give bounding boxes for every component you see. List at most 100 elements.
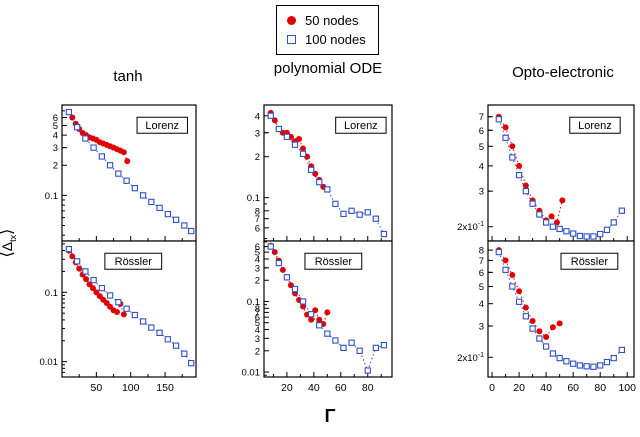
svg-text:2x10-1: 2x10-1 [457, 221, 484, 233]
data-point-square [156, 329, 163, 337]
svg-text:5: 5 [255, 318, 260, 329]
svg-text:7: 7 [479, 112, 484, 123]
svg-text:50: 50 [91, 382, 103, 394]
svg-text:40: 40 [308, 382, 320, 394]
data-point-circle [502, 257, 509, 264]
data-point-square [131, 311, 138, 319]
data-point-square [380, 342, 388, 349]
svg-text:4: 4 [255, 325, 260, 336]
data-point-square [380, 230, 388, 238]
panel-label-box [304, 252, 363, 270]
data-point-circle [300, 145, 307, 152]
svg-text:3: 3 [479, 187, 484, 198]
svg-text:0: 0 [489, 382, 495, 394]
data-point-square [139, 318, 147, 325]
svg-text:80: 80 [594, 382, 606, 394]
svg-text:3: 3 [255, 334, 260, 345]
svg-text:2x10-1: 2x10-1 [457, 352, 484, 364]
data-point-circle [543, 334, 550, 341]
data-point-square [536, 211, 543, 218]
data-point-square [299, 298, 307, 305]
data-point-square [570, 230, 577, 237]
legend-label: 50 nodes [305, 13, 359, 28]
data-point-circle [296, 135, 303, 142]
data-point-square [324, 186, 331, 193]
data-point-square [515, 298, 523, 305]
svg-text:100: 100 [618, 382, 636, 394]
data-point-square [583, 233, 590, 240]
panel-label-box [136, 116, 188, 134]
panel-label-box [335, 116, 387, 134]
data-point-circle [279, 266, 286, 273]
data-point-square [283, 133, 291, 140]
data-point-circle [120, 149, 127, 156]
data-point-square [542, 343, 550, 350]
svg-text:0.01: 0.01 [242, 368, 261, 379]
data-point-square [316, 179, 323, 186]
panel-label: Rössler [315, 256, 353, 268]
data-point-square [90, 276, 97, 284]
series-line [498, 249, 560, 338]
data-point-circle [69, 253, 76, 260]
data-point-circle [300, 303, 307, 310]
data-point-square [308, 166, 315, 174]
data-point-square [65, 245, 73, 253]
data-point-circle [536, 328, 543, 335]
svg-text:8: 8 [255, 304, 260, 315]
series-line [68, 248, 192, 364]
data-point-square [316, 322, 323, 329]
data-point-square [123, 177, 130, 184]
data-point-square [106, 292, 114, 299]
data-point-square [275, 125, 282, 133]
data-point-square [291, 141, 299, 148]
legend-label: 100 nodes [305, 32, 366, 47]
svg-text:40: 40 [540, 382, 552, 394]
data-point-square [576, 232, 584, 240]
data-point-square [115, 299, 122, 306]
svg-text:6: 6 [255, 313, 260, 324]
data-point-square [98, 153, 106, 160]
svg-text:60: 60 [567, 382, 579, 394]
data-point-square [529, 325, 536, 332]
svg-text:2: 2 [255, 152, 260, 163]
data-point-circle [89, 285, 96, 292]
data-point-square [275, 259, 282, 267]
svg-text:3: 3 [53, 143, 58, 154]
svg-text:20: 20 [281, 382, 293, 394]
x-axis-label: Γ [324, 406, 336, 426]
svg-text:8: 8 [479, 246, 484, 257]
panel-label-box [560, 252, 619, 270]
svg-text:20: 20 [513, 382, 525, 394]
data-point-square [82, 135, 89, 142]
panel-label: Rössler [571, 256, 609, 268]
svg-text:3: 3 [255, 128, 260, 139]
svg-text:2: 2 [255, 276, 260, 287]
data-point-square [181, 222, 188, 229]
data-point-square [495, 248, 502, 256]
series-line [68, 111, 192, 232]
data-point-square [267, 243, 274, 250]
svg-text:100: 100 [122, 382, 140, 394]
svg-text:6: 6 [53, 113, 58, 124]
data-point-square [139, 192, 147, 199]
panel-label: Rössler [115, 256, 153, 268]
panel-label: Lorenz [344, 120, 378, 132]
data-point-circle [522, 182, 529, 189]
svg-text:5: 5 [53, 121, 58, 132]
data-point-square [618, 207, 625, 214]
data-point-circle [83, 276, 90, 283]
svg-text:2: 2 [53, 161, 58, 172]
data-point-circle [120, 311, 127, 318]
column-title-opto-electronic: Opto-electronic [512, 64, 614, 81]
data-point-square [618, 346, 625, 354]
data-point-circle [522, 304, 529, 311]
svg-text:2: 2 [255, 346, 260, 357]
data-point-circle [556, 320, 563, 327]
data-point-square [515, 171, 523, 179]
data-point-square [610, 219, 617, 226]
svg-text:4: 4 [255, 255, 260, 266]
data-point-circle [516, 162, 523, 169]
data-point-circle [509, 271, 516, 278]
